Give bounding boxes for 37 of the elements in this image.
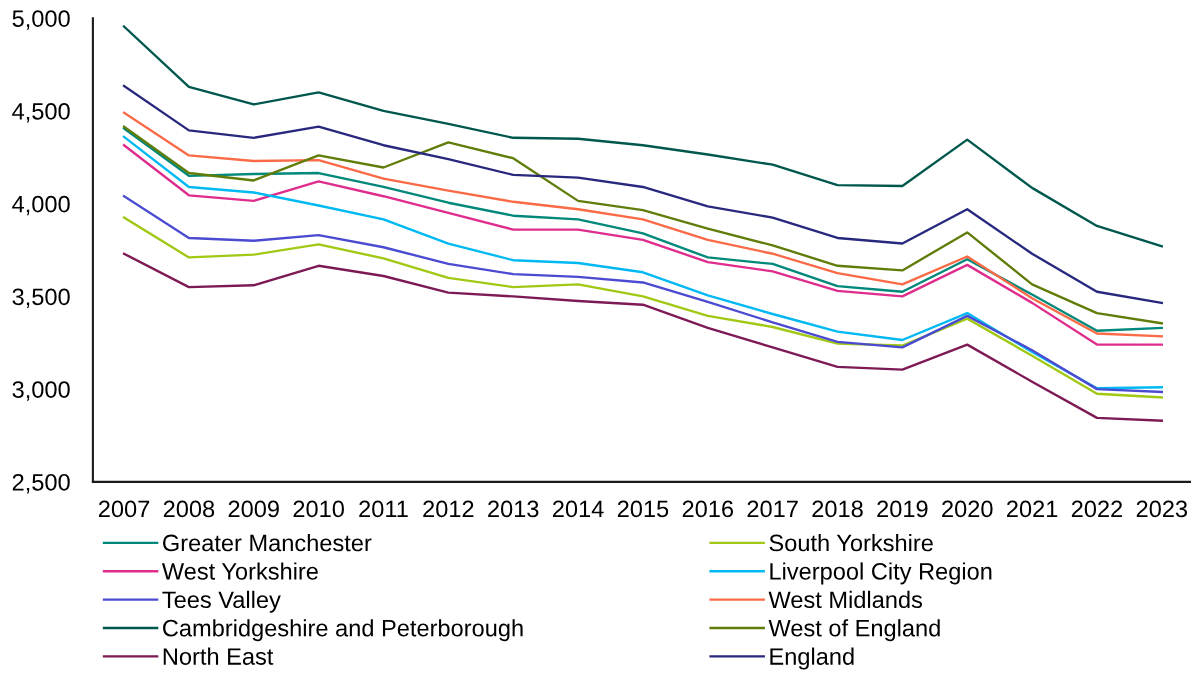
x-tick-label: 2008 bbox=[163, 500, 215, 518]
y-tick-label: 3,500 bbox=[12, 288, 70, 308]
legend-label: England bbox=[770, 647, 854, 670]
y-tick-label: 2,500 bbox=[12, 473, 70, 494]
x-tick-label: 2015 bbox=[617, 500, 669, 518]
x-tick-label: 2014 bbox=[552, 500, 604, 518]
y-tick-label: 4,000 bbox=[12, 195, 70, 216]
x-tick-label: 2007 bbox=[98, 500, 150, 518]
y-tick-label: 4,500 bbox=[12, 102, 70, 123]
x-tick-label: 2011 bbox=[359, 500, 408, 518]
y-tick-label: 5,000 bbox=[12, 10, 70, 30]
line-series bbox=[122, 135, 1163, 390]
x-tick-label: 2023 bbox=[1136, 500, 1188, 518]
legend-label: Cambridgeshire and Peterborough bbox=[163, 619, 523, 642]
x-tick-label: 2019 bbox=[877, 500, 928, 518]
legend-label: West of England bbox=[768, 619, 940, 642]
line-series bbox=[122, 25, 1163, 248]
x-tick-label: 2022 bbox=[1071, 500, 1123, 518]
x-tick-label: 2013 bbox=[488, 500, 539, 518]
legend-label: Tees Valley bbox=[162, 590, 281, 613]
x-tick-label: 2010 bbox=[293, 500, 344, 518]
legend-label: West Midlands bbox=[768, 590, 923, 609]
x-tick-label: 2017 bbox=[747, 500, 798, 518]
legend-label: Greater Manchester bbox=[163, 534, 372, 552]
line-series bbox=[122, 252, 1163, 422]
x-tick-label: 2021 bbox=[1007, 500, 1058, 518]
x-tick-label: 2018 bbox=[812, 500, 863, 518]
x-tick-label: 2016 bbox=[682, 500, 734, 518]
legend-label: North East bbox=[163, 647, 274, 665]
legend-label: Liverpool City Region bbox=[770, 562, 992, 585]
legend-label: West Yorkshire bbox=[161, 562, 318, 580]
legend-label: South Yorkshire bbox=[769, 534, 933, 552]
x-tick-label: 2020 bbox=[942, 500, 993, 518]
line-series bbox=[122, 84, 1163, 305]
x-tick-label: 2012 bbox=[423, 500, 474, 518]
x-tick-label: 2009 bbox=[228, 500, 279, 518]
y-tick-label: 3,000 bbox=[12, 381, 70, 401]
